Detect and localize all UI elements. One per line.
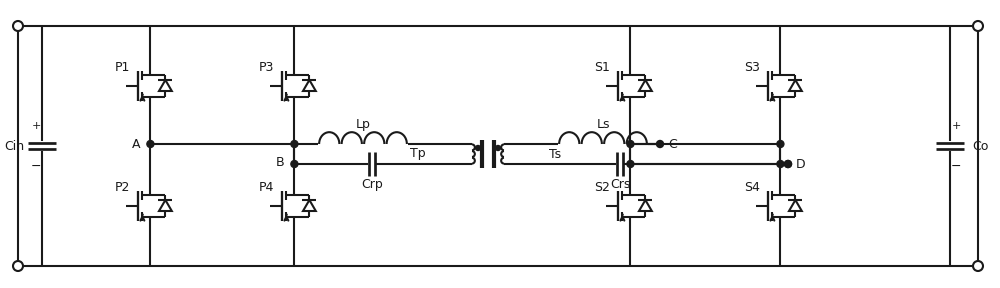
- Text: Ts: Ts: [549, 147, 561, 160]
- Circle shape: [496, 145, 501, 151]
- Text: Tp: Tp: [410, 147, 426, 160]
- Circle shape: [973, 21, 983, 31]
- Text: Crs: Crs: [610, 178, 630, 191]
- Circle shape: [13, 21, 23, 31]
- Circle shape: [627, 160, 634, 168]
- Text: S3: S3: [744, 61, 760, 74]
- Text: C: C: [668, 137, 677, 151]
- Text: A: A: [132, 137, 140, 151]
- Text: Crp: Crp: [361, 178, 383, 191]
- Text: Ls: Ls: [596, 118, 610, 131]
- Text: D: D: [796, 158, 806, 170]
- Circle shape: [291, 160, 298, 168]
- Text: P3: P3: [258, 61, 274, 74]
- Circle shape: [291, 141, 298, 147]
- Text: −: −: [31, 160, 41, 173]
- Text: B: B: [276, 156, 284, 168]
- Text: S4: S4: [744, 181, 760, 194]
- Text: S2: S2: [594, 181, 610, 194]
- Circle shape: [784, 160, 792, 168]
- Text: S1: S1: [594, 61, 610, 74]
- Text: −: −: [951, 160, 961, 173]
- Text: P1: P1: [114, 61, 130, 74]
- Text: P4: P4: [258, 181, 274, 194]
- Text: Co: Co: [972, 139, 988, 153]
- Circle shape: [777, 141, 784, 147]
- Text: +: +: [951, 121, 961, 131]
- Circle shape: [656, 141, 664, 147]
- Circle shape: [627, 141, 634, 147]
- Circle shape: [476, 145, 480, 151]
- Circle shape: [13, 261, 23, 271]
- Text: P2: P2: [114, 181, 130, 194]
- Circle shape: [973, 261, 983, 271]
- Text: Cin: Cin: [4, 139, 24, 153]
- Circle shape: [147, 141, 154, 147]
- Text: +: +: [31, 121, 41, 131]
- Text: Lp: Lp: [356, 118, 370, 131]
- Circle shape: [777, 160, 784, 168]
- Circle shape: [784, 160, 792, 168]
